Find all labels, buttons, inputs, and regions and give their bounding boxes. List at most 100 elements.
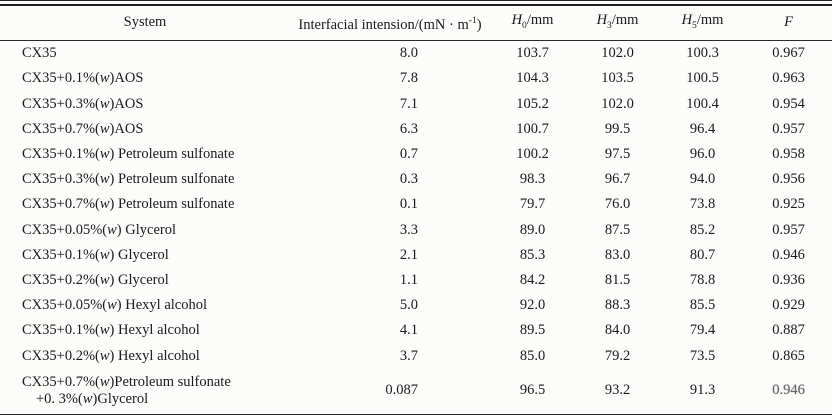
h5-cell: 85.2 — [689, 221, 716, 238]
f-cell: 0.887 — [772, 322, 805, 339]
h3-cell: 87.5 — [604, 221, 631, 238]
f-cell: 0.954 — [772, 95, 805, 112]
h5-cell: 100.3 — [686, 45, 719, 62]
system-name-line: CX35+0.05%(w) Glycerol — [22, 221, 176, 238]
system-cell: CX35+0.05%(w) Hexyl alcohol — [0, 293, 290, 318]
table-row: CX35 8.0 103.7 102.0 100.3 0.967 — [0, 41, 832, 67]
h0-cell: 98.3 — [519, 171, 546, 188]
h5-cell: 100.5 — [686, 70, 719, 87]
system-cell: CX35+0.05%(w) Glycerol — [0, 218, 290, 243]
table-row: CX35+0.05%(w) Glycerol 3.3 89.0 87.5 85.2 0.9… — [0, 218, 832, 243]
col-header-4: H5/mm — [660, 4, 745, 42]
tension-cell: 6.3 — [399, 120, 418, 137]
h5-cell: 94.0 — [689, 171, 716, 188]
h5-cell: 79.4 — [689, 322, 716, 339]
table-row: CX35+0.7%(w)Petroleum sulfonate +0. 3%(w)… — [0, 369, 832, 415]
tension-cell: 5.0 — [399, 297, 418, 314]
tension-cell: 8.0 — [399, 45, 418, 62]
tension-cell: 0.7 — [399, 146, 418, 163]
table-row: CX35+0.3%(w)AOS 7.1 105.2 102.0 100.4 0.954 — [0, 92, 832, 117]
h3-cell: 99.5 — [604, 120, 631, 137]
tension-cell: 2.1 — [399, 246, 418, 263]
system-cell: CX35+0.3%(w) Petroleum sulfonate — [0, 167, 290, 192]
system-cell: CX35+0.2%(w) Hexyl alcohol — [0, 344, 290, 369]
table-row: CX35+0.1%(w) Petroleum sulfonate 0.7 100.2… — [0, 142, 832, 167]
system-cell: CX35+0.1%(w) Petroleum sulfonate — [0, 142, 290, 167]
tension-cell: 3.7 — [399, 347, 418, 364]
system-cell: CX35+0.7%(w) Petroleum sulfonate — [0, 193, 290, 218]
top-outer-rule — [0, 0, 832, 1]
h3-cell: 79.2 — [604, 347, 631, 364]
table-row: CX35+0.1%(w) Glycerol 2.1 85.3 83.0 80.7 0.94… — [0, 243, 832, 268]
table-row: CX35+0.1%(w)AOS 7.8 104.3 103.5 100.5 0.963 — [0, 67, 832, 92]
system-name-line: CX35+0.1%(w)AOS — [22, 70, 144, 87]
h0-cell: 79.7 — [519, 196, 546, 213]
tension-cell: 3.3 — [399, 221, 418, 238]
system-name-continuation: +0. 3%(w)Glycerol — [36, 390, 149, 407]
system-cell: CX35+0.1%(w) Hexyl alcohol — [0, 318, 290, 343]
system-name-line: CX35+0.3%(w) Petroleum sulfonate — [22, 171, 235, 188]
h5-cell: 96.4 — [689, 120, 716, 137]
h0-cell: 89.5 — [519, 322, 546, 339]
table-row: CX35+0.3%(w) Petroleum sulfonate 0.3 98.3 9… — [0, 167, 832, 192]
h3-cell: 93.2 — [604, 382, 631, 399]
system-name-line: CX35+0.3%(w)AOS — [22, 95, 144, 112]
h0-cell: 100.2 — [516, 146, 549, 163]
f-cell: 0.957 — [772, 120, 805, 137]
system-cell: CX35 — [0, 41, 290, 67]
h3-cell: 84.0 — [604, 322, 631, 339]
h3-cell: 76.0 — [604, 196, 631, 213]
col-header-2: H0/mm — [490, 4, 575, 42]
f-cell: 0.929 — [772, 297, 805, 314]
system-name-line: CX35+0.1%(w) Hexyl alcohol — [22, 322, 200, 339]
h5-cell: 73.8 — [689, 196, 716, 213]
h5-cell: 96.0 — [689, 146, 716, 163]
system-name-line: CX35+0.1%(w) Glycerol — [22, 246, 169, 263]
h3-cell: 88.3 — [604, 297, 631, 314]
system-cell: CX35+0.7%(w)AOS — [0, 117, 290, 142]
results-table: System Interfacial intension/(mN · m-1) H0… — [0, 3, 832, 415]
table-row: CX35+0.05%(w) Hexyl alcohol 5.0 92.0 88.3 85… — [0, 293, 832, 318]
system-name-line: CX35+0.2%(w) Glycerol — [22, 271, 169, 288]
f-cell: 0.936 — [772, 271, 805, 288]
system-name-line: CX35+0.2%(w) Hexyl alcohol — [22, 347, 200, 364]
tension-cell: 0.1 — [399, 196, 418, 213]
f-cell: 0.957 — [772, 221, 805, 238]
h0-cell: 85.0 — [519, 347, 546, 364]
f-cell: 0.956 — [772, 171, 805, 188]
tension-cell: 0.087 — [385, 382, 418, 399]
h0-cell: 105.2 — [516, 95, 549, 112]
h0-cell: 85.3 — [519, 246, 546, 263]
h0-cell: 92.0 — [519, 297, 546, 314]
table-row: CX35+0.1%(w) Hexyl alcohol 4.1 89.5 84.0 79.… — [0, 318, 832, 343]
table-row: CX35+0.7%(w) Petroleum sulfonate 0.1 79.7 7… — [0, 193, 832, 218]
h3-cell: 102.0 — [601, 95, 634, 112]
col-header-5: F — [745, 4, 832, 42]
h0-cell: 100.7 — [516, 120, 549, 137]
system-name-line: CX35+0.7%(w)AOS — [22, 120, 144, 137]
h0-cell: 89.0 — [519, 221, 546, 238]
table-body: CX35 8.0 103.7 102.0 100.3 0.967 CX35+0.1%(w)A… — [0, 41, 832, 414]
f-cell: 0.946 — [772, 382, 805, 399]
h3-cell: 96.7 — [604, 171, 631, 188]
h3-cell: 83.0 — [604, 246, 631, 263]
f-cell: 0.925 — [772, 196, 805, 213]
h3-cell: 97.5 — [604, 146, 631, 163]
h3-cell: 102.0 — [601, 45, 634, 62]
system-cell: CX35+0.2%(w) Glycerol — [0, 268, 290, 293]
col-header-3: H3/mm — [575, 4, 660, 42]
f-cell: 0.865 — [772, 347, 805, 364]
h0-cell: 103.7 — [516, 45, 549, 62]
system-name-line: CX35+0.05%(w) Hexyl alcohol — [22, 297, 208, 314]
header-row: System Interfacial intension/(mN · m-1) H0… — [0, 4, 832, 42]
tension-cell: 7.1 — [399, 95, 418, 112]
col-header-1: Interfacial intension/(mN · m-1) — [290, 4, 490, 42]
system-name-line: CX35+0.1%(w) Petroleum sulfonate — [22, 146, 235, 163]
system-name-line: CX35+0.7%(w)Petroleum sulfonate — [22, 373, 231, 390]
h5-cell: 73.5 — [689, 347, 716, 364]
h5-cell: 80.7 — [689, 246, 716, 263]
h5-cell: 85.5 — [689, 297, 716, 314]
system-name-line: CX35+0.7%(w) Petroleum sulfonate — [22, 196, 235, 213]
h5-cell: 78.8 — [689, 271, 716, 288]
system-cell: CX35+0.1%(w)AOS — [0, 67, 290, 92]
